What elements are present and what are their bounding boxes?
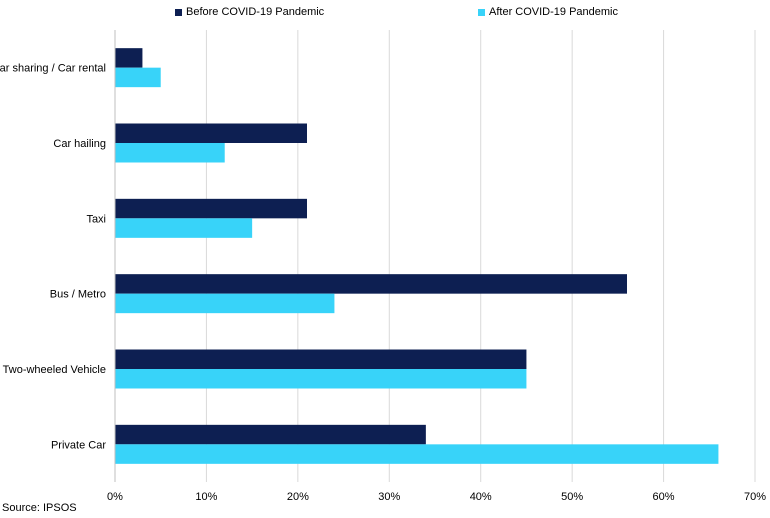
x-tick-label: 70% — [744, 491, 766, 503]
source-note: Source: IPSOS — [2, 502, 77, 514]
legend-item-after: After COVID-19 Pandemic — [478, 6, 618, 18]
category-label: Car hailing — [53, 138, 106, 150]
category-label: Private Car — [51, 439, 106, 451]
bar — [115, 67, 161, 88]
legend-swatch-after — [478, 8, 485, 16]
category-label: Taxi — [86, 213, 106, 225]
bar — [115, 123, 307, 143]
legend-swatch-before — [175, 8, 182, 16]
category-label: Car sharing / Car rental — [0, 63, 106, 75]
bar — [115, 198, 307, 219]
bar — [115, 48, 143, 68]
bar — [115, 143, 225, 163]
category-label: Bus / Metro — [50, 289, 106, 301]
bar — [115, 424, 426, 445]
legend: Before COVID-19 Pandemic After COVID-19 … — [0, 6, 770, 22]
bar — [115, 444, 719, 464]
legend-label-before: Before COVID-19 Pandemic — [186, 6, 325, 18]
bar — [115, 274, 627, 294]
bar — [115, 369, 527, 389]
x-tick-label: 60% — [653, 491, 675, 503]
x-tick-label: 10% — [195, 491, 217, 503]
legend-label-after: After COVID-19 Pandemic — [489, 6, 618, 18]
category-label: Two-wheeled Vehicle — [3, 364, 106, 376]
bar — [115, 293, 335, 314]
x-tick-label: 0% — [107, 491, 123, 503]
bar — [115, 218, 253, 238]
x-tick-label: 20% — [287, 491, 309, 503]
x-tick-label: 50% — [561, 491, 583, 503]
legend-item-before: Before COVID-19 Pandemic — [175, 6, 324, 18]
x-tick-label: 40% — [470, 491, 492, 503]
x-tick-label: 30% — [378, 491, 400, 503]
bar — [115, 349, 527, 369]
